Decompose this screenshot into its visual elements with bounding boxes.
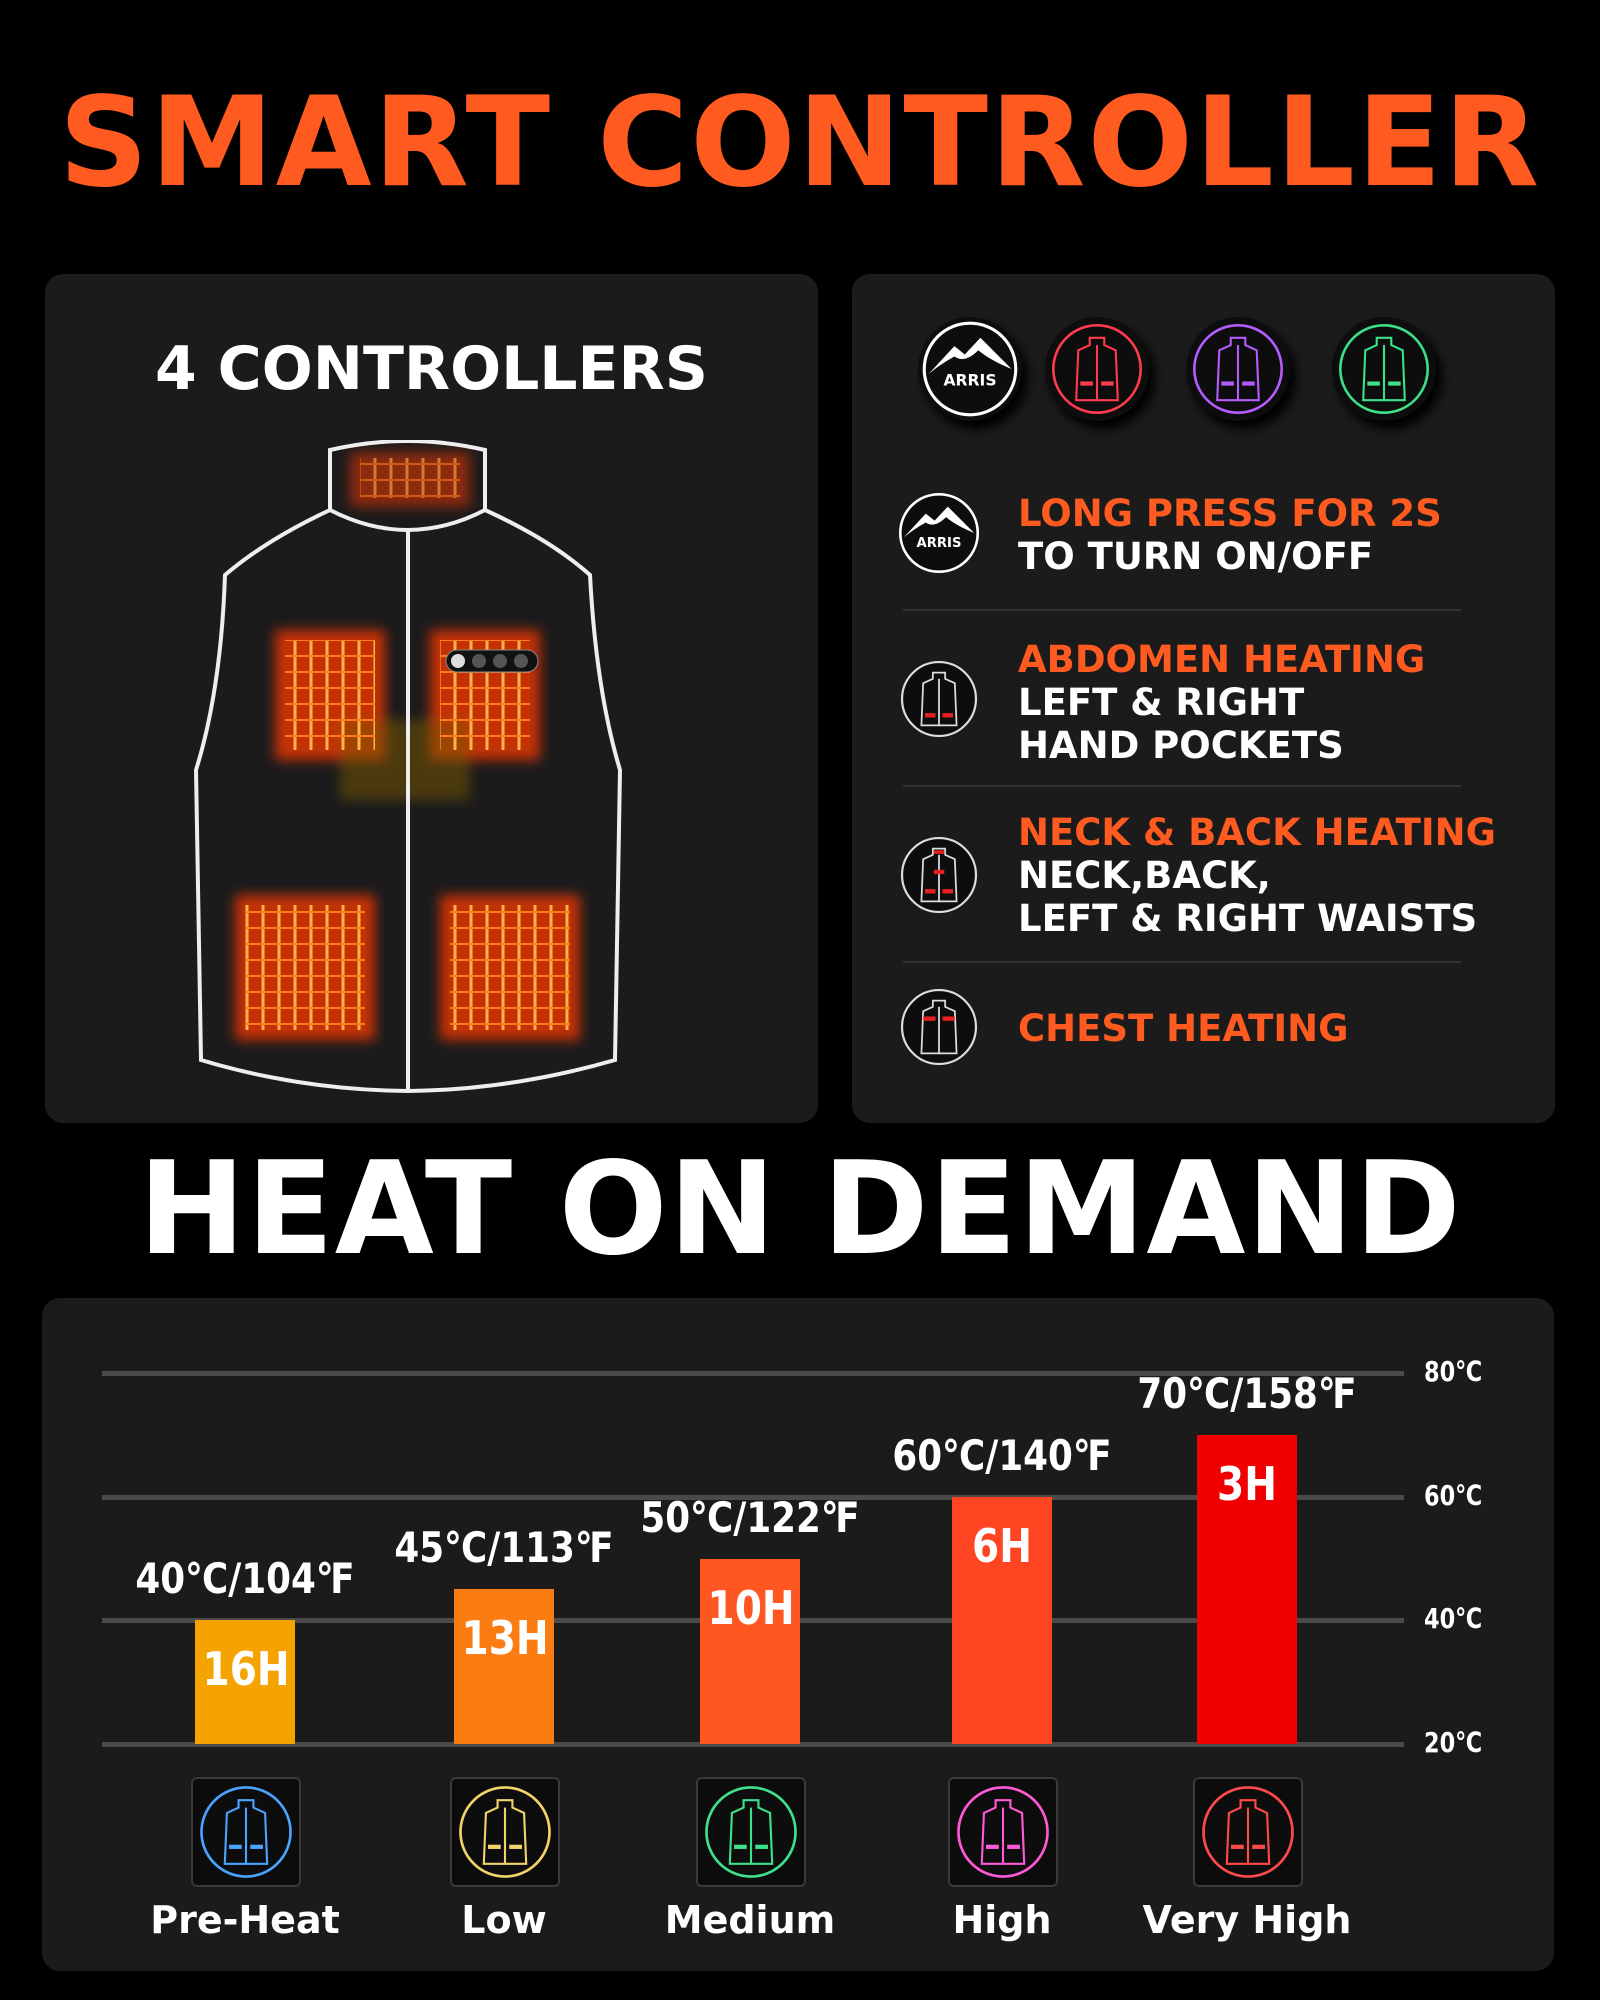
bar-medium (700, 1558, 800, 1744)
bar-very-high (1197, 1434, 1297, 1744)
gridline (102, 1742, 1404, 1747)
instruction-text: ABDOMEN HEATING LEFT & RIGHT HAND POCKETS (1018, 638, 1425, 767)
instruction-text: LONG PRESS FOR 2S TO TURN ON/OFF (1018, 492, 1442, 578)
bar-duration-label: 10H (707, 1580, 795, 1635)
heated-vest-illustration (193, 440, 623, 1094)
vest-icon (1193, 324, 1283, 414)
controllers-panel: 4 CONTROLLERS (45, 274, 818, 1123)
controller-buttons-panel: ARRIS ARRIS LONG PRESS FOR 2S TO TURN ON/O… (852, 274, 1555, 1123)
divider (903, 785, 1461, 787)
heat-level-vest-icon (948, 1777, 1058, 1887)
y-tick-label: 20℃ (1424, 1726, 1483, 1759)
instruction-line: HAND POCKETS (1018, 724, 1344, 767)
controllers-title: 4 CONTROLLERS (155, 334, 708, 404)
instruction-title: NECK & BACK HEATING (1018, 811, 1496, 854)
bar-duration-label: 16H (202, 1642, 290, 1697)
arris-logo-text: ARRIS (917, 536, 962, 551)
heat-level-vest-icon (450, 1777, 560, 1887)
instruction-title: ABDOMEN HEATING (1018, 638, 1426, 681)
y-tick-label: 40℃ (1424, 1602, 1483, 1636)
y-tick-label: 80℃ (1424, 1355, 1483, 1388)
instruction-title: LONG PRESS FOR 2S (1018, 492, 1442, 535)
heat-level-vest-icon (191, 1777, 301, 1887)
page-title: SMART CONTROLLER (58, 71, 1542, 215)
arris-logo-icon: ARRIS (922, 321, 1018, 417)
divider (903, 609, 1461, 611)
instruction-line: NECK,BACK, (1018, 854, 1271, 897)
instruction-text: CHEST HEATING (1018, 1007, 1349, 1050)
bar-duration-label: 6H (972, 1518, 1032, 1573)
section-title: HEAT ON DEMAND (138, 1135, 1462, 1284)
bar-pre-heat (195, 1620, 295, 1744)
instruction-text: NECK & BACK HEATING NECK,BACK, LEFT & RIGH… (1018, 811, 1496, 940)
heat-level-label: High (952, 1898, 1052, 1942)
heat-zone-button-3[interactable] (1332, 317, 1436, 421)
bar-low (454, 1589, 554, 1744)
temperature-label: 70℃/158℉ (1137, 1368, 1357, 1418)
gridline (102, 1494, 1404, 1500)
heat-level-label: Low (461, 1898, 547, 1942)
instruction-line: LEFT & RIGHT (1018, 681, 1305, 724)
temperature-label: 45℃/113℉ (394, 1523, 614, 1573)
vest-outline (193, 440, 623, 1094)
vest-icon (1339, 324, 1429, 414)
vest-chest-icon (895, 983, 983, 1071)
heat-level-label: Very High (1142, 1898, 1352, 1942)
heat-level-label: Medium (664, 1898, 836, 1942)
divider (903, 961, 1461, 963)
bar-duration-label: 3H (1217, 1456, 1277, 1511)
power-button[interactable]: ARRIS (918, 317, 1022, 421)
bar-high (952, 1496, 1052, 1744)
heat-level-vest-icon (696, 1777, 806, 1887)
instruction-line: LEFT & RIGHT WAISTS (1018, 897, 1478, 940)
instruction-line: TO TURN ON/OFF (1018, 535, 1374, 578)
arris-logo-icon: ARRIS (895, 489, 983, 577)
controller-buttons-on-vest (445, 649, 539, 673)
bar-duration-label: 13H (461, 1611, 549, 1666)
temperature-label: 40℃/104℉ (135, 1554, 355, 1604)
vest-icon (1052, 324, 1142, 414)
y-tick-label: 60℃ (1424, 1478, 1483, 1512)
temperature-label: 50℃/122℉ (640, 1492, 860, 1542)
vest-neck-back-icon (895, 831, 983, 919)
heat-level-vest-icon (1193, 1777, 1303, 1887)
heat-zone-button-2[interactable] (1186, 317, 1290, 421)
heat-level-label: Pre-Heat (150, 1898, 340, 1942)
temperature-label: 60℃/140℉ (892, 1430, 1112, 1480)
heat-levels-chart: 20℃ 40℃ 60℃ 80℃ 16H 40℃/104℉ Pre-Heat 13H 45℃/1… (42, 1298, 1554, 1971)
arris-logo-text: ARRIS (943, 372, 996, 390)
vest-pockets-icon (895, 655, 983, 743)
gridline (102, 1371, 1404, 1376)
instruction-title: CHEST HEATING (1018, 1007, 1349, 1050)
heat-zone-button-1[interactable] (1045, 317, 1149, 421)
